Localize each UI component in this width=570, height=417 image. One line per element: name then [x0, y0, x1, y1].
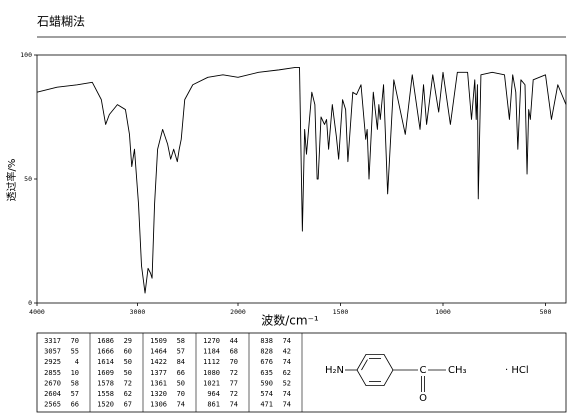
benzene-ring — [356, 353, 394, 387]
table-transmittance: 77 — [230, 379, 238, 387]
x-tick-label: 2000 — [230, 308, 246, 316]
table-wavenumber: 1361 — [150, 379, 167, 387]
table-wavenumber: 2925 — [44, 358, 61, 366]
table-transmittance: 70 — [230, 358, 238, 366]
table-transmittance: 84 — [177, 358, 185, 366]
table-wavenumber: 828 — [260, 348, 273, 356]
table-transmittance: 52 — [283, 379, 291, 387]
table-transmittance: 74 — [283, 337, 291, 345]
structure-drawing — [345, 353, 446, 392]
y-tick-label: 50 — [24, 175, 32, 183]
ring-bond — [361, 359, 368, 371]
table-wavenumber: 1306 — [150, 401, 167, 409]
table-transmittance: 58 — [177, 337, 185, 345]
table-transmittance: 72 — [230, 369, 238, 377]
structure-label: CH₃ — [448, 365, 467, 376]
table-wavenumber: 1520 — [97, 401, 114, 409]
table-transmittance: 74 — [177, 401, 185, 409]
table-wavenumber: 676 — [260, 358, 273, 366]
table-wavenumber: 471 — [260, 401, 273, 409]
y-axis-label: 透过率/% — [5, 159, 18, 202]
table-wavenumber: 1270 — [203, 337, 220, 345]
table-wavenumber: 1609 — [97, 369, 114, 377]
table-wavenumber: 1578 — [97, 379, 114, 387]
table-wavenumber: 1666 — [97, 348, 114, 356]
x-tick-label: 1000 — [435, 308, 451, 316]
table-transmittance: 66 — [71, 401, 79, 409]
table-transmittance: 50 — [124, 369, 132, 377]
table-transmittance: 44 — [230, 337, 238, 345]
table-wavenumber: 861 — [207, 401, 220, 409]
table-transmittance: 60 — [124, 348, 132, 356]
table-transmittance: 10 — [71, 369, 79, 377]
table-transmittance: 68 — [230, 348, 238, 356]
table-wavenumber: 1112 — [203, 358, 220, 366]
table-transmittance: 62 — [124, 390, 132, 398]
table-transmittance: 70 — [71, 337, 79, 345]
table-wavenumber: 1558 — [97, 390, 114, 398]
table-wavenumber: 1686 — [97, 337, 114, 345]
table-transmittance: 50 — [124, 358, 132, 366]
y-tick-label: 100 — [20, 51, 32, 59]
table-transmittance: 29 — [124, 337, 132, 345]
table-transmittance: 50 — [177, 379, 185, 387]
table-transmittance: 74 — [283, 401, 291, 409]
x-tick-label: 500 — [540, 308, 552, 316]
table-transmittance: 72 — [230, 390, 238, 398]
table-transmittance: 72 — [124, 379, 132, 387]
table-frame — [36, 332, 567, 413]
table-transmittance: 57 — [177, 348, 185, 356]
x-tick-label: 4000 — [29, 308, 45, 316]
table-transmittance: 58 — [71, 379, 79, 387]
table-wavenumber: 2604 — [44, 390, 61, 398]
table-wavenumber: 2670 — [44, 379, 61, 387]
x-tick-label: 1500 — [333, 308, 349, 316]
table-transmittance: 70 — [177, 390, 185, 398]
spectrum-line — [36, 66, 567, 294]
table-wavenumber: 1509 — [150, 337, 167, 345]
table-wavenumber: 3317 — [44, 337, 61, 345]
table-wavenumber: 838 — [260, 337, 273, 345]
table-wavenumber: 574 — [260, 390, 273, 398]
table-wavenumber: 2565 — [44, 401, 61, 409]
table-wavenumber: 1377 — [150, 369, 167, 377]
structure-label: O — [419, 393, 427, 404]
table-transmittance: 66 — [177, 369, 185, 377]
page-title: 石蜡糊法 — [37, 14, 85, 29]
table-wavenumber: 1422 — [150, 358, 167, 366]
table-transmittance: 55 — [71, 348, 79, 356]
table-transmittance: 4 — [75, 358, 79, 366]
table-transmittance: 74 — [230, 401, 238, 409]
table-wavenumber: 1021 — [203, 379, 220, 387]
x-axis-label: 波数/cm⁻¹ — [261, 313, 319, 328]
table-wavenumber: 1184 — [203, 348, 220, 356]
structure-label: · HCl — [505, 365, 529, 376]
structure-label: H₂N — [325, 365, 344, 376]
table-transmittance: 42 — [283, 348, 291, 356]
table-wavenumber: 1320 — [150, 390, 167, 398]
table-wavenumber: 1614 — [97, 358, 114, 366]
table-wavenumber: 1464 — [150, 348, 167, 356]
table-transmittance: 74 — [283, 358, 291, 366]
table-transmittance: 57 — [71, 390, 79, 398]
table-wavenumber: 964 — [207, 390, 220, 398]
x-tick-label: 3000 — [130, 308, 146, 316]
table-wavenumber: 1080 — [203, 369, 220, 377]
table-wavenumber: 635 — [260, 369, 273, 377]
table-wavenumber: 590 — [260, 379, 273, 387]
table-wavenumber: 2855 — [44, 369, 61, 377]
table-wavenumber: 3057 — [44, 348, 61, 356]
table-transmittance: 62 — [283, 369, 291, 377]
table-transmittance: 74 — [283, 390, 291, 398]
y-tick-label: 0 — [28, 299, 32, 307]
table-transmittance: 67 — [124, 401, 132, 409]
structure-label: C — [420, 365, 427, 376]
